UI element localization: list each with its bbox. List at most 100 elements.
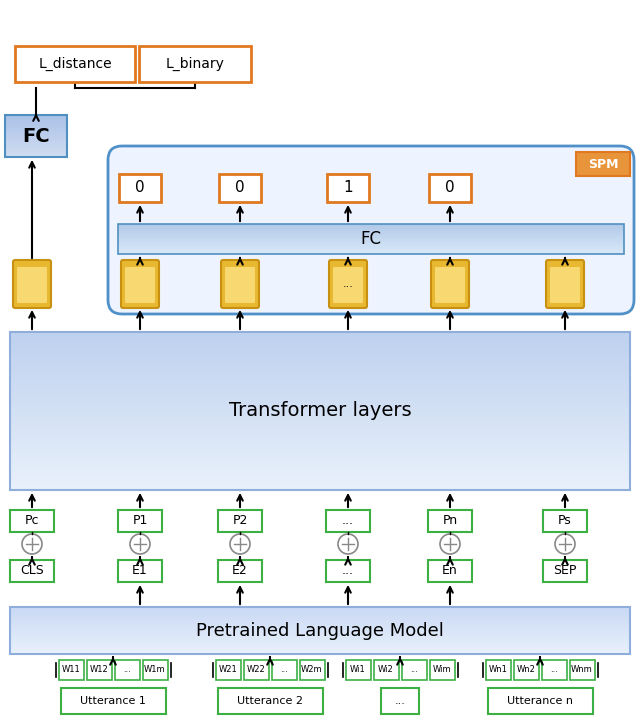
Bar (218, 510, 262, 532)
Text: E1: E1 (132, 565, 148, 578)
Bar (15, 46, 135, 82)
Text: W12: W12 (90, 666, 108, 674)
Bar (216, 660, 241, 680)
Text: ...: ... (280, 666, 288, 674)
Text: Wim: Wim (433, 666, 451, 674)
Circle shape (230, 534, 250, 554)
FancyBboxPatch shape (108, 146, 634, 314)
Bar (118, 224, 624, 254)
FancyBboxPatch shape (121, 260, 159, 308)
Bar (541, 660, 566, 680)
Text: L_distance: L_distance (38, 57, 112, 71)
Text: Utterance 1: Utterance 1 (80, 696, 146, 706)
Text: Ps: Ps (558, 515, 572, 528)
Text: SEP: SEP (554, 565, 577, 578)
Text: En: En (442, 565, 458, 578)
Text: FC: FC (360, 230, 381, 248)
Bar (576, 152, 630, 176)
Text: ...: ... (342, 565, 354, 578)
Text: FC: FC (22, 126, 50, 146)
FancyBboxPatch shape (17, 267, 47, 303)
FancyBboxPatch shape (546, 260, 584, 308)
Bar (428, 560, 472, 582)
Bar (486, 660, 511, 680)
Bar (10, 560, 54, 582)
Text: Pn: Pn (442, 515, 458, 528)
Bar (61, 688, 166, 714)
Bar (115, 660, 140, 680)
Text: ...: ... (410, 666, 418, 674)
Bar (271, 660, 296, 680)
Text: W2m: W2m (301, 666, 323, 674)
Text: ...: ... (342, 515, 354, 528)
Bar (86, 660, 111, 680)
FancyBboxPatch shape (125, 267, 155, 303)
Bar (58, 660, 83, 680)
Bar (513, 660, 538, 680)
Text: ...: ... (123, 666, 131, 674)
Text: ...: ... (342, 279, 353, 289)
Bar (118, 510, 162, 532)
Bar (143, 660, 168, 680)
Bar (10, 332, 630, 490)
FancyBboxPatch shape (333, 267, 363, 303)
Text: L_binary: L_binary (166, 57, 225, 71)
Bar (401, 660, 426, 680)
Text: P2: P2 (232, 515, 248, 528)
Bar (218, 560, 262, 582)
FancyBboxPatch shape (431, 260, 469, 308)
Text: 0: 0 (445, 180, 455, 196)
Text: Wi1: Wi1 (350, 666, 366, 674)
Circle shape (130, 534, 150, 554)
Circle shape (440, 534, 460, 554)
Bar (326, 510, 370, 532)
Bar (429, 660, 454, 680)
Bar (381, 688, 419, 714)
Text: Pc: Pc (25, 515, 39, 528)
Text: W22: W22 (246, 666, 266, 674)
Bar (570, 660, 595, 680)
Bar (10, 510, 54, 532)
Bar (374, 660, 399, 680)
Bar (543, 510, 587, 532)
FancyBboxPatch shape (550, 267, 580, 303)
Text: 0: 0 (135, 180, 145, 196)
FancyBboxPatch shape (13, 260, 51, 308)
Bar (119, 174, 161, 202)
FancyBboxPatch shape (225, 267, 255, 303)
Bar (139, 46, 251, 82)
Text: Wn1: Wn1 (488, 666, 508, 674)
Bar (10, 607, 630, 654)
Text: Transformer layers: Transformer layers (228, 401, 412, 420)
Text: 1: 1 (343, 180, 353, 196)
Bar (218, 688, 323, 714)
FancyBboxPatch shape (435, 267, 465, 303)
FancyBboxPatch shape (221, 260, 259, 308)
Bar (543, 560, 587, 582)
Text: SPM: SPM (588, 157, 618, 170)
Circle shape (555, 534, 575, 554)
Text: 0: 0 (235, 180, 245, 196)
Text: Utterance 2: Utterance 2 (237, 696, 303, 706)
Bar (300, 660, 324, 680)
Text: P1: P1 (132, 515, 148, 528)
Text: ...: ... (395, 696, 405, 706)
Text: CLS: CLS (20, 565, 44, 578)
Bar (327, 174, 369, 202)
Text: Pretrained Language Model: Pretrained Language Model (196, 622, 444, 640)
Bar (5, 115, 67, 157)
Text: Wn2: Wn2 (516, 666, 536, 674)
Bar (488, 688, 593, 714)
Bar (429, 174, 471, 202)
FancyBboxPatch shape (329, 260, 367, 308)
Circle shape (22, 534, 42, 554)
Text: Wnm: Wnm (571, 666, 593, 674)
Bar (326, 560, 370, 582)
Text: E2: E2 (232, 565, 248, 578)
Bar (118, 560, 162, 582)
Bar (243, 660, 269, 680)
Text: W21: W21 (219, 666, 237, 674)
Text: W1m: W1m (144, 666, 166, 674)
Text: ...: ... (550, 666, 558, 674)
Circle shape (338, 534, 358, 554)
